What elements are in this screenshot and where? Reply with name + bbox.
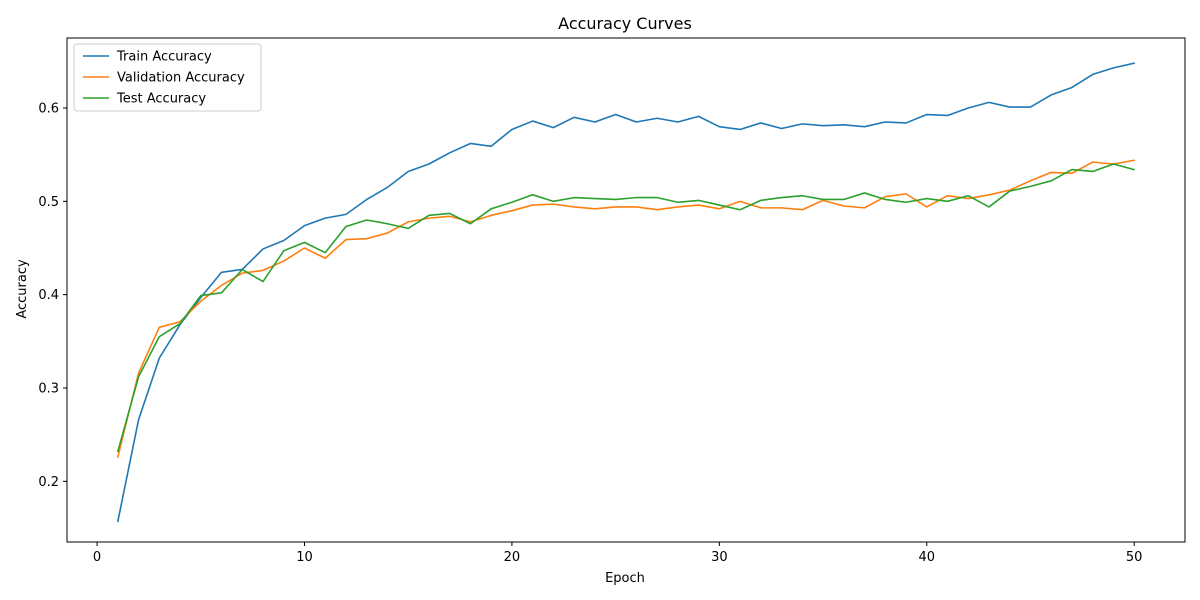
legend-label: Train Accuracy (116, 50, 212, 65)
x-tick-label: 10 (296, 550, 313, 565)
y-tick-label: 0.5 (38, 195, 59, 210)
legend-label: Validation Accuracy (117, 71, 245, 86)
y-tick-label: 0.3 (38, 382, 59, 397)
x-axis-ticks: 0 10 20 30 40 50 (93, 542, 1143, 565)
chart-title: Accuracy Curves (558, 14, 692, 33)
plot-lines (117, 62, 1135, 523)
x-tick-label: 0 (93, 550, 101, 565)
x-tick-label: 20 (504, 550, 521, 565)
x-tick-label: 30 (711, 550, 728, 565)
y-tick-label: 0.4 (38, 288, 59, 303)
x-tick-label: 50 (1126, 550, 1143, 565)
x-axis-title: Epoch (605, 571, 645, 586)
legend-box (73, 43, 262, 112)
y-axis-title: Accuracy (15, 259, 30, 319)
x-tick-label: 40 (918, 550, 935, 565)
y-tick-label: 0.2 (38, 475, 59, 490)
series-line-test-accuracy (117, 163, 1135, 453)
series-line-validation-accuracy (117, 159, 1135, 458)
legend-label: Test Accuracy (116, 92, 206, 107)
y-tick-label: 0.6 (38, 102, 59, 117)
plot-frame (66, 37, 1186, 543)
y-axis-ticks: 0.2 0.3 0.4 0.5 0.6 (38, 102, 67, 490)
legend: Train Accuracy Validation Accuracy Test Ac… (73, 43, 262, 112)
series-line-train-accuracy (117, 62, 1135, 523)
